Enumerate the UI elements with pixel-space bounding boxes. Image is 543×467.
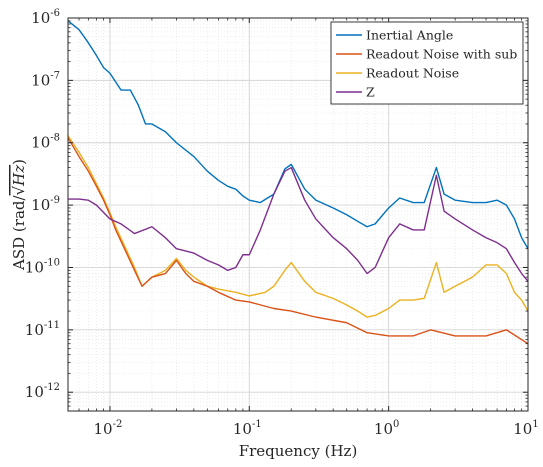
x-tick-label-exponent: -1 [252, 419, 262, 430]
y-tick-label-exponent: -12 [44, 382, 60, 393]
x-tick-label-base: 10 [233, 420, 252, 438]
y-tick-label: 10-10 [25, 257, 60, 276]
series-line-inertial-angle [68, 20, 528, 250]
y-tick-label: 10-11 [25, 320, 60, 339]
x-tick-label-exponent: 1 [532, 419, 538, 430]
y-tick-label-exponent: -6 [50, 8, 60, 19]
y-axis-title-math: √Hz [10, 165, 28, 196]
y-tick-label-base: 10 [31, 9, 50, 27]
legend: Inertial Angle Readout Noise with sub Read… [330, 21, 524, 105]
x-tick-label: 10-2 [94, 419, 123, 438]
y-tick-label-exponent: -8 [50, 133, 60, 144]
legend-label: Inertial Angle [366, 28, 453, 43]
x-tick-label-exponent: 0 [393, 419, 399, 430]
legend-label: Readout Noise with sub [366, 47, 517, 62]
y-tick-label: 10-8 [31, 133, 60, 152]
y-tick-label-base: 10 [31, 134, 50, 152]
y-tick-label: 10-7 [31, 70, 60, 89]
series-line-z [68, 166, 528, 282]
legend-label: Z [366, 85, 375, 100]
x-tick-label: 100 [374, 419, 399, 438]
legend-box [330, 21, 524, 105]
y-axis-title: ASD (rad/√Hz) [10, 159, 28, 271]
tick-labels: 10-2 10-1 100 10110-1210-1110-1010-910-810-… [25, 8, 539, 438]
y-tick-label-exponent: -10 [44, 257, 60, 268]
y-tick-label-base: 10 [25, 258, 44, 276]
y-tick-label-exponent: -7 [50, 70, 60, 81]
y-tick-label-base: 10 [31, 71, 50, 89]
x-tick-label-base: 10 [94, 420, 113, 438]
y-axis-title-suffix: ) [10, 159, 28, 165]
series-line-readout-noise-with-sub [68, 137, 528, 345]
y-tick-label-exponent: -9 [50, 195, 60, 206]
y-tick-label: 10-6 [31, 8, 60, 27]
x-tick-label: 101 [513, 419, 538, 438]
series-line-readout-noise [68, 135, 528, 318]
series-layer [68, 20, 528, 345]
y-tick-label: 10-12 [25, 382, 60, 401]
x-axis-title: Frequency (Hz) [239, 442, 358, 460]
y-tick-label-base: 10 [25, 383, 44, 401]
x-tick-label: 10-1 [233, 419, 262, 438]
x-tick-label-base: 10 [513, 420, 532, 438]
y-axis-title-prefix: ASD (rad/ [10, 194, 28, 270]
y-tick-label-exponent: -11 [44, 320, 60, 331]
y-tick-label-base: 10 [25, 321, 44, 339]
minor-grid [68, 18, 528, 411]
y-tick-label-base: 10 [31, 196, 50, 214]
x-tick-label-exponent: -2 [113, 419, 123, 430]
x-tick-label-base: 10 [374, 420, 393, 438]
ticks [68, 17, 529, 411]
y-tick-label: 10-9 [31, 195, 60, 214]
legend-label: Readout Noise [366, 66, 459, 81]
